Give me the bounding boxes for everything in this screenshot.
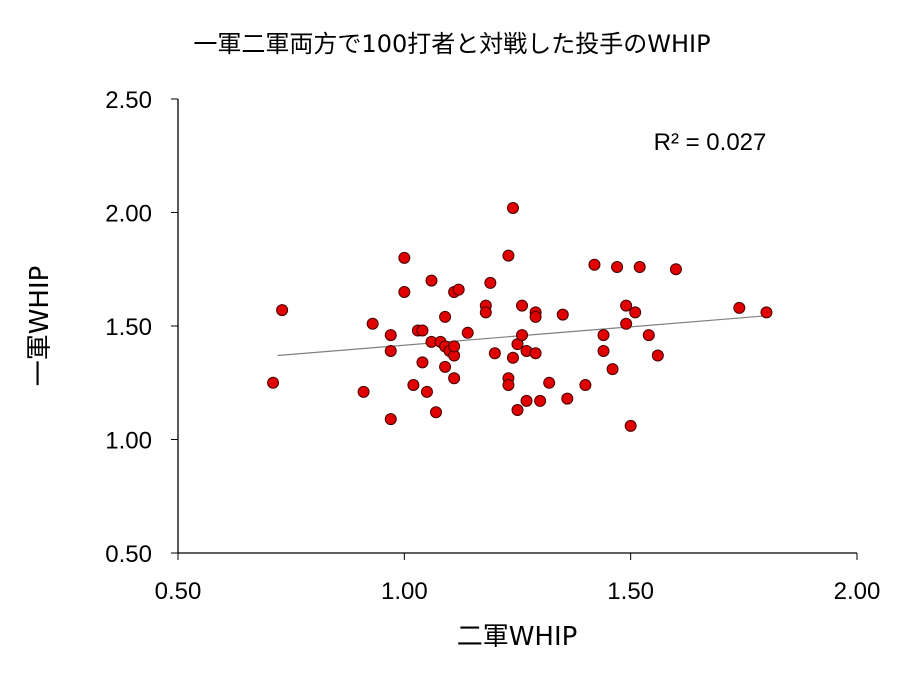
y-axis-label: 一軍WHIP [25, 266, 55, 387]
point [448, 340, 461, 353]
point [448, 372, 461, 385]
y-tick-label: 1.50 [105, 314, 152, 341]
point [529, 347, 542, 360]
point [452, 283, 465, 296]
point [267, 376, 280, 389]
point [611, 260, 624, 273]
point [398, 251, 411, 264]
point [357, 385, 370, 398]
point [651, 349, 664, 362]
x-tick-label: 1.00 [381, 578, 428, 605]
point [624, 419, 637, 432]
point [620, 317, 633, 330]
point [733, 301, 746, 314]
point [597, 329, 610, 342]
point [502, 249, 515, 262]
point [425, 274, 438, 287]
annotation: R² = 0.027 [654, 129, 767, 156]
point [384, 329, 397, 342]
y-tick-label: 0.50 [105, 541, 152, 568]
point [407, 379, 420, 392]
x-tick-label: 0.50 [155, 578, 202, 605]
point [439, 360, 452, 373]
point [479, 306, 492, 319]
point [633, 260, 646, 273]
point [516, 299, 529, 312]
point [669, 263, 682, 276]
point [588, 258, 601, 271]
point [520, 394, 533, 407]
y-tick-label: 2.50 [105, 87, 152, 114]
point [506, 201, 519, 214]
point [461, 326, 474, 339]
point [561, 392, 574, 405]
point [760, 306, 773, 319]
point [384, 344, 397, 357]
point [606, 363, 619, 376]
point [488, 347, 501, 360]
point [502, 379, 515, 392]
point [416, 324, 429, 337]
point [529, 310, 542, 323]
point [420, 385, 433, 398]
point [556, 308, 569, 321]
point [430, 406, 443, 419]
point [516, 329, 529, 342]
point [579, 379, 592, 392]
x-tick-label: 2.00 [834, 578, 881, 605]
chart-title: 一軍二軍両方で100打者と対戦した投手のWHIP [193, 30, 710, 58]
point [506, 351, 519, 364]
point [416, 356, 429, 369]
point [439, 310, 452, 323]
point [629, 306, 642, 319]
y-tick-label: 1.00 [105, 428, 152, 455]
point [276, 304, 289, 317]
point [366, 317, 379, 330]
point [597, 344, 610, 357]
point [543, 376, 556, 389]
point [534, 394, 547, 407]
x-tick-label: 1.50 [607, 578, 654, 605]
point [398, 285, 411, 298]
point [384, 413, 397, 426]
point [484, 276, 497, 289]
point [511, 403, 524, 416]
x-axis-label: 二軍WHIP [457, 622, 578, 652]
point [620, 299, 633, 312]
y-tick-label: 2.00 [105, 201, 152, 228]
point [642, 329, 655, 342]
